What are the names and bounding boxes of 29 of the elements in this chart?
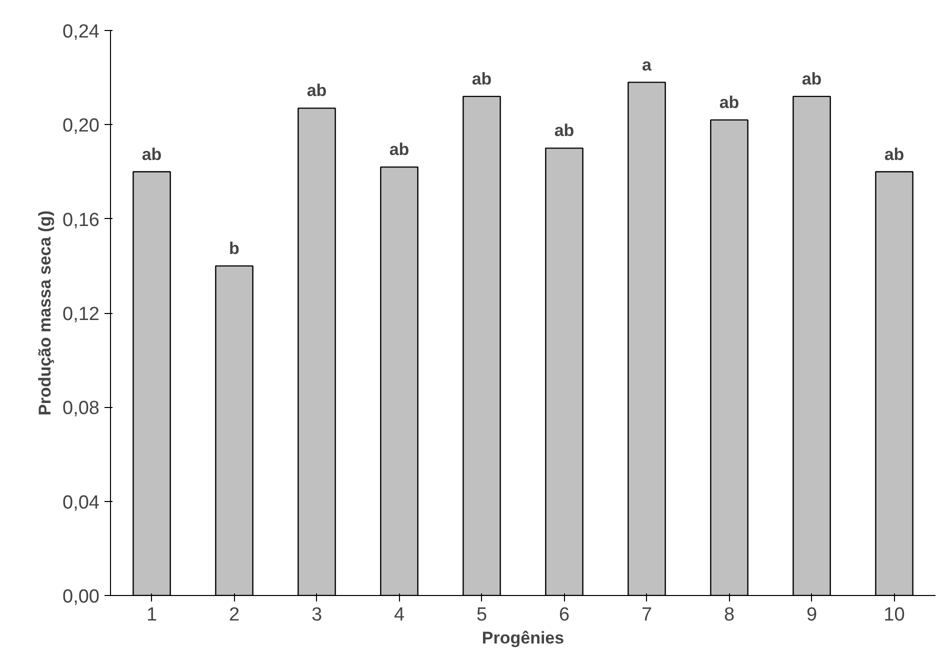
y-axis-title: Produção massa seca (g) <box>36 210 55 416</box>
y-tick-label: 0,20 <box>62 116 100 137</box>
annotation: ab <box>472 69 492 88</box>
y-tick-label: 0,12 <box>62 304 100 325</box>
annotation: ab <box>142 144 162 164</box>
x-tick-label: 9 <box>806 604 818 626</box>
y-tick-label: 0,00 <box>62 586 100 608</box>
x-tick-label: 5 <box>476 604 488 626</box>
annotation: ab <box>802 69 822 88</box>
x-tick-label: 8 <box>724 604 735 626</box>
annotation: ab <box>884 144 904 164</box>
x-tick-label: 1 <box>146 604 158 626</box>
annotation: a <box>642 55 652 74</box>
y-tick-label: 0,08 <box>62 398 100 420</box>
annotation: ab <box>554 121 574 140</box>
x-tick-label: 7 <box>641 604 652 626</box>
x-tick-label: 4 <box>394 604 405 626</box>
x-axis-title: Progênies <box>482 628 564 648</box>
y-tick-label: 0,16 <box>62 210 100 231</box>
x-tick-label: 2 <box>228 604 240 626</box>
x-tick-label: 3 <box>311 604 322 626</box>
annotation: b <box>229 238 240 258</box>
y-tick-label: 0,04 <box>62 492 100 514</box>
annotation: ab <box>306 81 327 100</box>
x-tick-label: 10 <box>884 604 905 626</box>
annotation: ab <box>719 92 740 112</box>
x-tick-label: 6 <box>558 604 570 626</box>
annotation: ab <box>389 140 410 160</box>
y-tick-label: 0,24 <box>62 22 100 42</box>
